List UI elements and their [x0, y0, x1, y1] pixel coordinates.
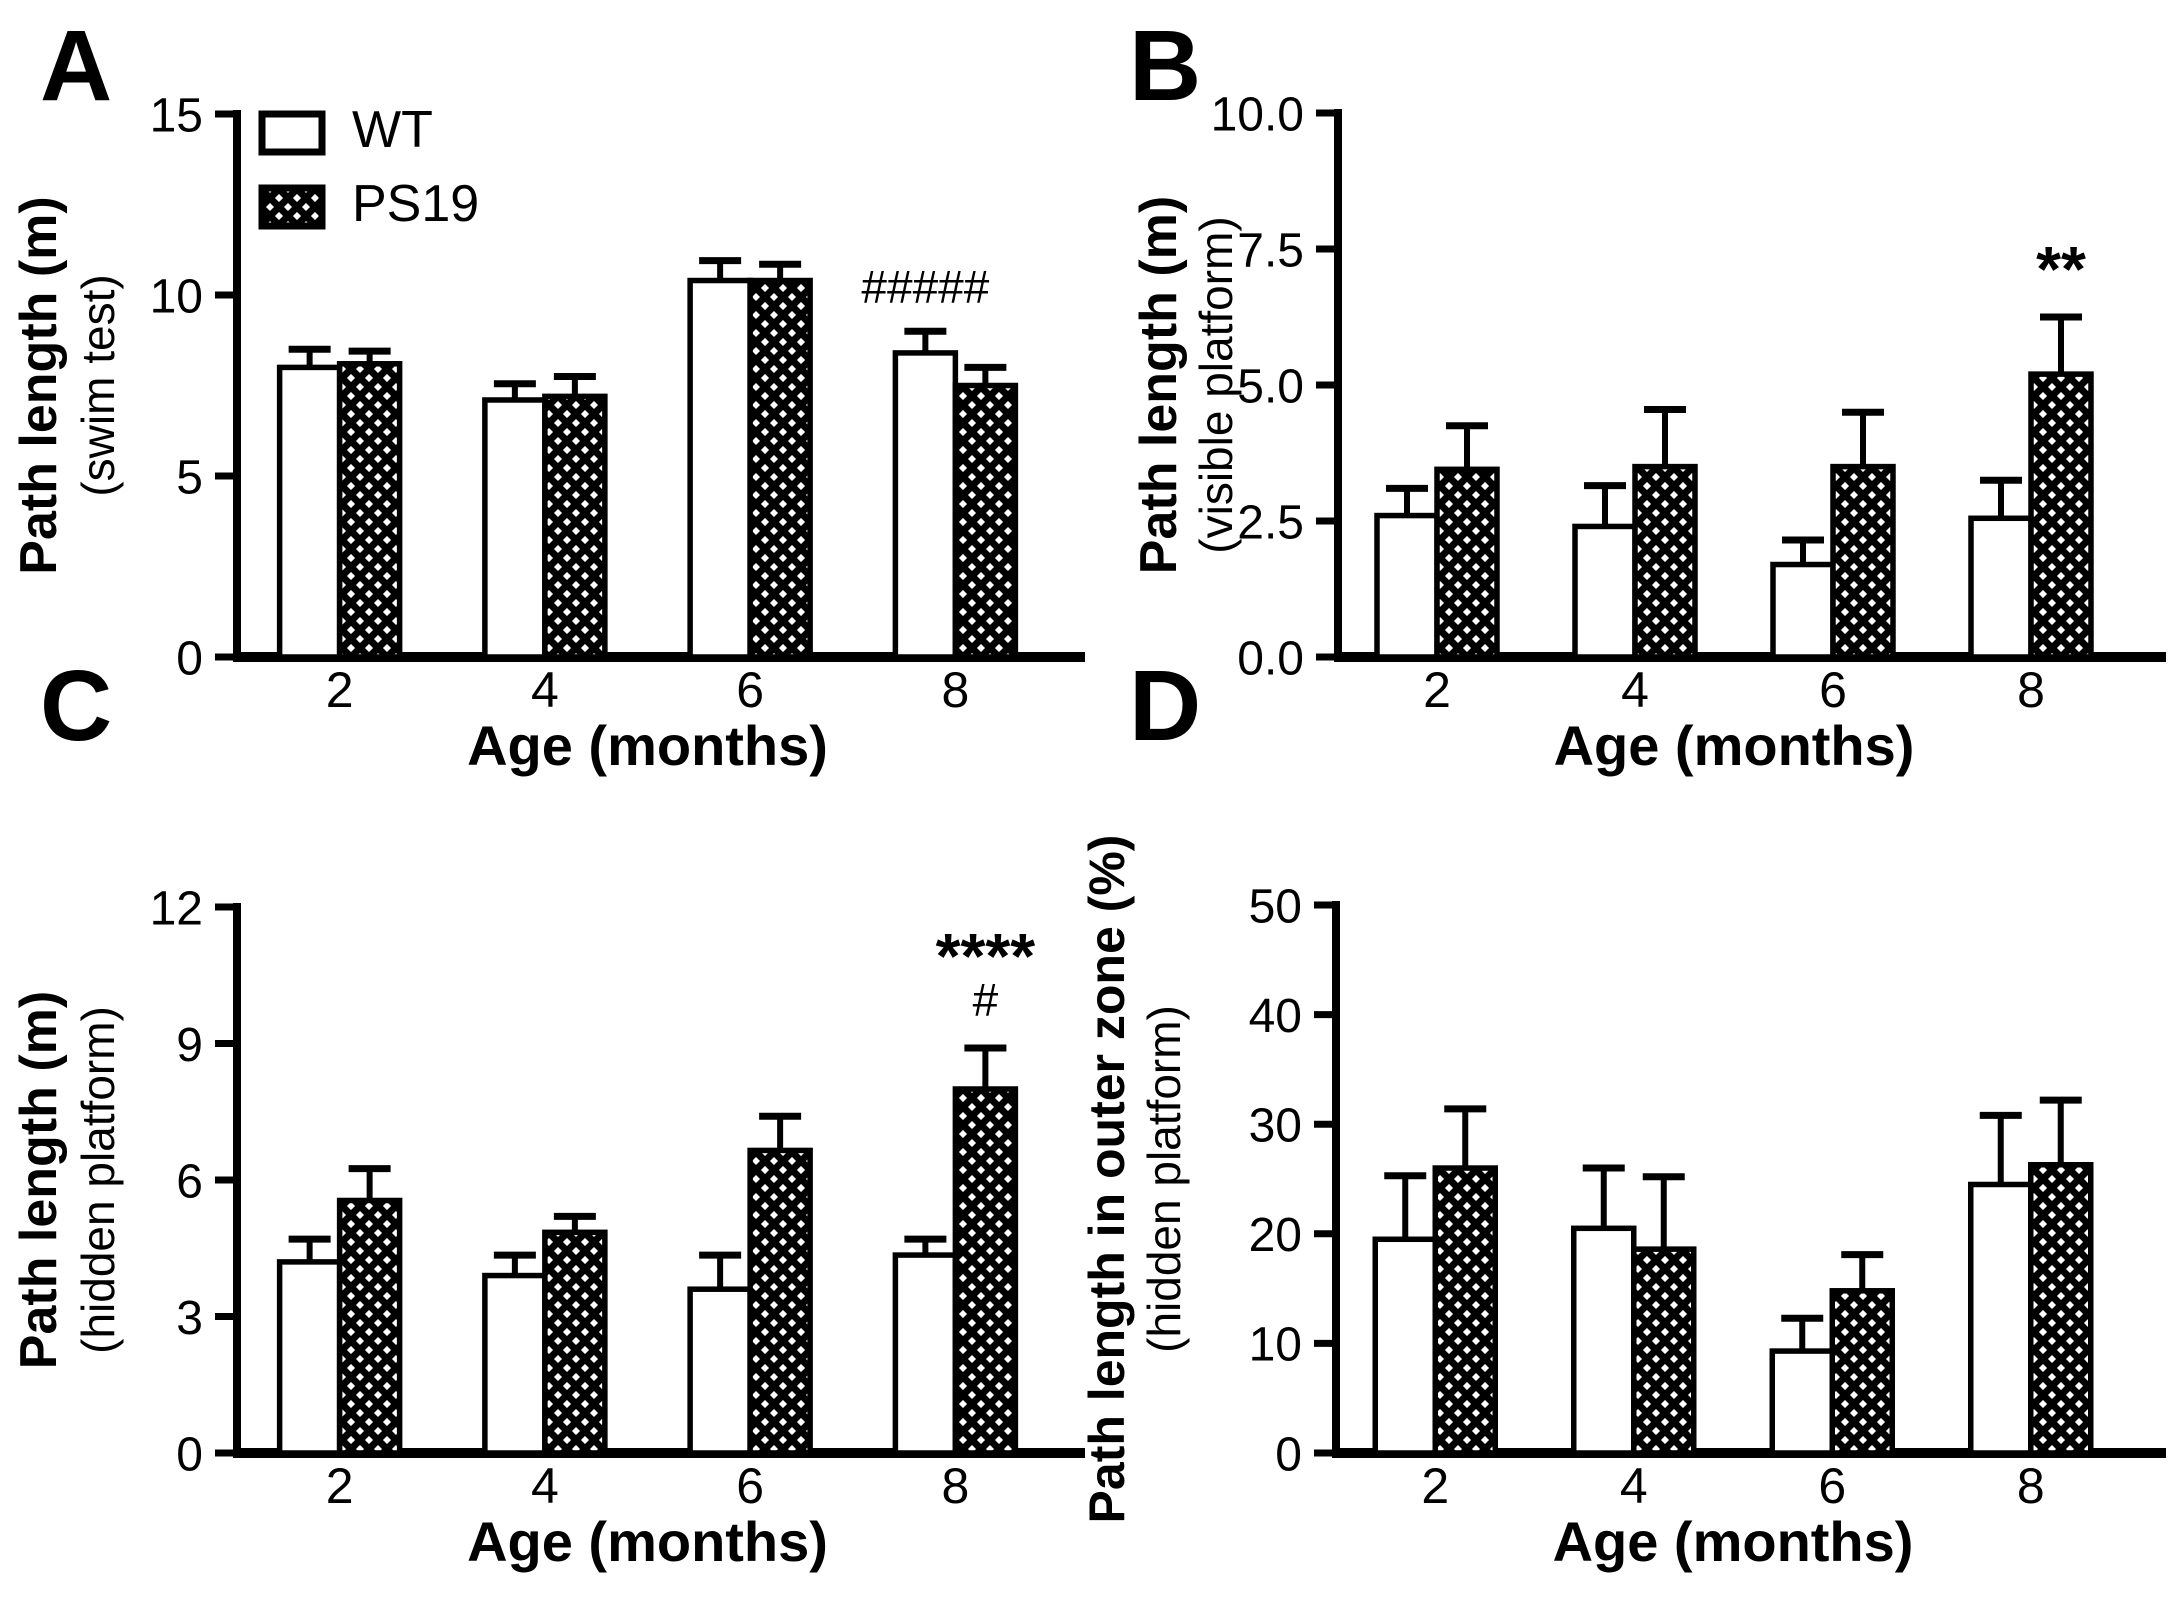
y-axis-title: Path length (m) — [10, 196, 68, 574]
bar-WT-6mo — [1769, 1348, 1835, 1456]
bar-PS19-4mo — [1632, 463, 1698, 660]
y-tick-label: 2.5 — [1237, 496, 1304, 549]
bar-PS19-8mo — [952, 382, 1019, 660]
panel-C: C 0 3 6 9 12 Path length (m) (hidden platform) 2… — [10, 650, 1085, 1573]
panel-label: A — [40, 10, 112, 122]
x-tick-label: 8 — [941, 1458, 969, 1514]
bar-PS19-2mo — [1434, 466, 1500, 660]
y-tick-label: 0 — [176, 1428, 203, 1481]
bar-WT-2mo — [276, 364, 343, 660]
legend-label-PS19: PS19 — [352, 175, 479, 233]
y-axis-title: Path length (m) — [1130, 196, 1188, 574]
panel-A: A 0 5 10 15 Path length (m) (swim test) 2 4 6 8 Age… — [10, 10, 1085, 777]
bar-WT-4mo — [1572, 523, 1638, 660]
bar-PS19-4mo — [1631, 1246, 1697, 1456]
bar-PS19-2mo — [1432, 1165, 1498, 1456]
significance-annotation: ** — [2036, 233, 2086, 305]
bar-PS19-6mo — [747, 1147, 813, 1456]
x-tick-label: 2 — [1421, 1458, 1449, 1514]
x-tick-label: 2 — [1423, 662, 1451, 718]
y-axis-subtitle: (swim test) — [72, 274, 124, 496]
bar-WT-4mo — [1571, 1225, 1637, 1456]
x-tick-label: 8 — [2017, 662, 2045, 718]
x-tick-label: 6 — [736, 662, 764, 718]
y-tick-label: 3 — [176, 1292, 203, 1345]
x-tick-label: 8 — [941, 662, 969, 718]
x-tick-label: 4 — [1620, 1458, 1648, 1514]
y-tick-label: 10 — [1249, 1319, 1302, 1372]
bar-WT-6mo — [1770, 561, 1836, 660]
x-axis-title: Age (months) — [1553, 1510, 1914, 1573]
y-tick-label: 5.0 — [1237, 360, 1304, 413]
bar-PS19-8mo — [952, 1086, 1019, 1456]
x-tick-label: 2 — [326, 662, 354, 718]
y-tick-label: 10 — [150, 270, 203, 323]
bar-WT-2mo — [276, 1259, 343, 1456]
y-tick-label: 20 — [1249, 1209, 1302, 1262]
panel-B: B 0.0 2.5 5.0 7.5 10.0 Path length (m) (visible… — [1129, 10, 2166, 777]
y-tick-label: 40 — [1249, 990, 1302, 1043]
x-tick-label: 8 — [2017, 1458, 2045, 1514]
bar-PS19-4mo — [542, 393, 608, 660]
panel-label: C — [40, 650, 112, 762]
significance-annotation: # — [973, 974, 999, 1026]
bar-WT-4mo — [482, 397, 548, 660]
x-tick-label: 6 — [1818, 1458, 1846, 1514]
legend-swatch-PS19 — [258, 184, 326, 230]
bar-PS19-4mo — [542, 1229, 608, 1456]
x-tick-label: 6 — [1819, 662, 1847, 718]
y-tick-label: 10.0 — [1211, 88, 1304, 141]
y-tick-label: 5 — [176, 451, 203, 504]
legend: WT PS19 — [258, 101, 479, 233]
bar-WT-8mo — [1968, 1181, 2034, 1456]
x-tick-label: 4 — [531, 1458, 559, 1514]
y-tick-label: 0 — [176, 632, 203, 685]
y-axis-subtitle: (hidden platform) — [1138, 1005, 1190, 1353]
x-axis-title: Age (months) — [467, 1510, 828, 1573]
legend-swatch-WT — [258, 110, 326, 156]
bar-WT-8mo — [1968, 515, 2034, 660]
panel-label: D — [1129, 650, 1201, 762]
y-tick-label: 6 — [176, 1155, 203, 1208]
y-tick-label: 7.5 — [1237, 224, 1304, 277]
bar-WT-2mo — [1372, 1236, 1438, 1456]
y-axis-title: Path length in outer zone (%) — [1079, 835, 1135, 1524]
y-tick-label: 0.0 — [1237, 632, 1304, 685]
bar-PS19-8mo — [2028, 1162, 2094, 1456]
bar-PS19-6mo — [1829, 1288, 1895, 1456]
bar-WT-6mo — [687, 277, 753, 660]
bar-PS19-6mo — [1830, 463, 1896, 660]
y-tick-label: 9 — [176, 1019, 203, 1072]
bar-WT-2mo — [1374, 512, 1440, 660]
y-tick-label: 50 — [1249, 880, 1302, 933]
x-axis-title: Age (months) — [1554, 714, 1915, 777]
x-tick-label: 4 — [531, 662, 559, 718]
legend-label-WT: WT — [352, 101, 433, 159]
x-tick-label: 2 — [326, 1458, 354, 1514]
x-tick-label: 6 — [736, 1458, 764, 1514]
y-tick-label: 0 — [1275, 1428, 1302, 1481]
significance-annotation: ##### — [861, 261, 989, 313]
y-tick-label: 12 — [150, 882, 203, 935]
bar-PS19-2mo — [336, 361, 403, 660]
x-tick-label: 4 — [1621, 662, 1649, 718]
y-axis-subtitle: (hidden platform) — [72, 1006, 124, 1354]
significance-annotation: **** — [936, 920, 1036, 992]
bar-WT-8mo — [892, 1252, 959, 1456]
bar-WT-8mo — [892, 350, 959, 660]
y-tick-label: 15 — [150, 89, 203, 142]
bar-WT-4mo — [482, 1272, 548, 1456]
x-axis-title: Age (months) — [467, 714, 828, 777]
panel-D: D 0 10 20 30 40 50 Path length in outer zone (%… — [1079, 650, 2166, 1573]
bar-PS19-8mo — [2028, 371, 2094, 660]
y-axis-title: Path length (m) — [10, 991, 68, 1369]
bar-PS19-2mo — [336, 1197, 403, 1456]
y-axis-subtitle: (visible platform) — [1190, 216, 1242, 553]
y-tick-label: 30 — [1249, 1099, 1302, 1152]
panel-label: B — [1129, 10, 1201, 122]
bar-WT-6mo — [687, 1286, 753, 1456]
bar-PS19-6mo — [747, 277, 813, 660]
